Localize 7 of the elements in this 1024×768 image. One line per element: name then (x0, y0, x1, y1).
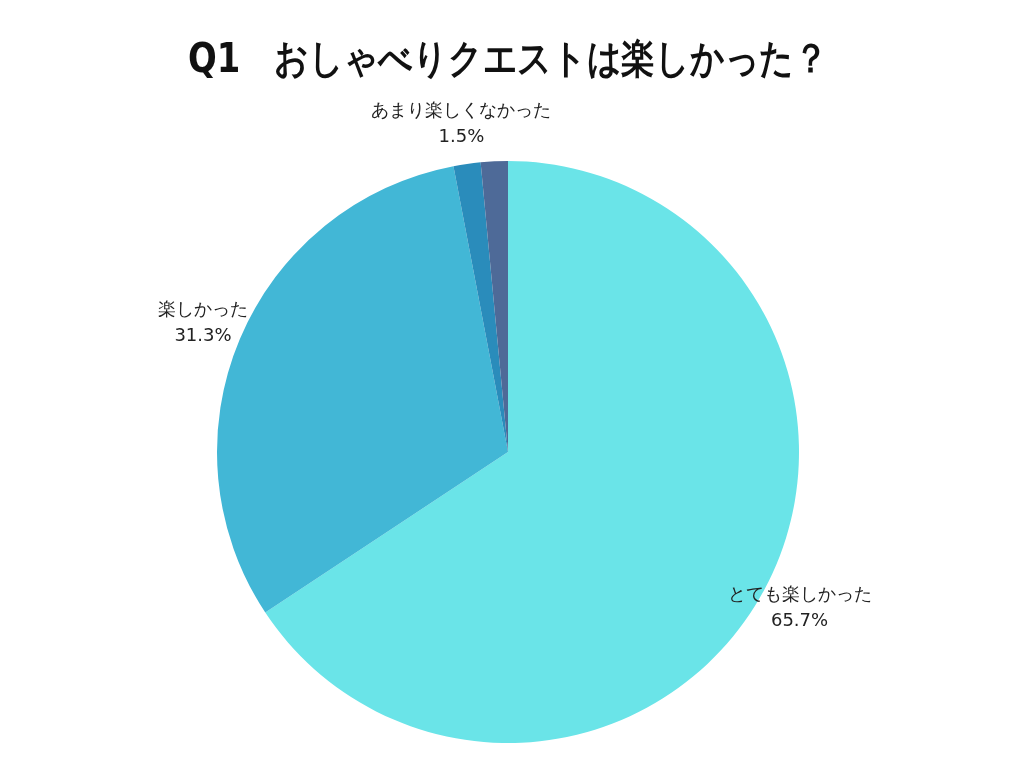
data-label: 65.7% (770, 609, 829, 631)
slice-label: 楽しかった (158, 298, 248, 320)
slice-label: とても楽しかった (727, 583, 872, 605)
data-label: 1.5% (438, 124, 485, 146)
chart-title: Q1 おしゃべりクエストは楽しかった？ (188, 35, 828, 83)
slice-label: あまり楽しくなかった (371, 98, 552, 120)
data-label: 31.3% (174, 324, 232, 346)
